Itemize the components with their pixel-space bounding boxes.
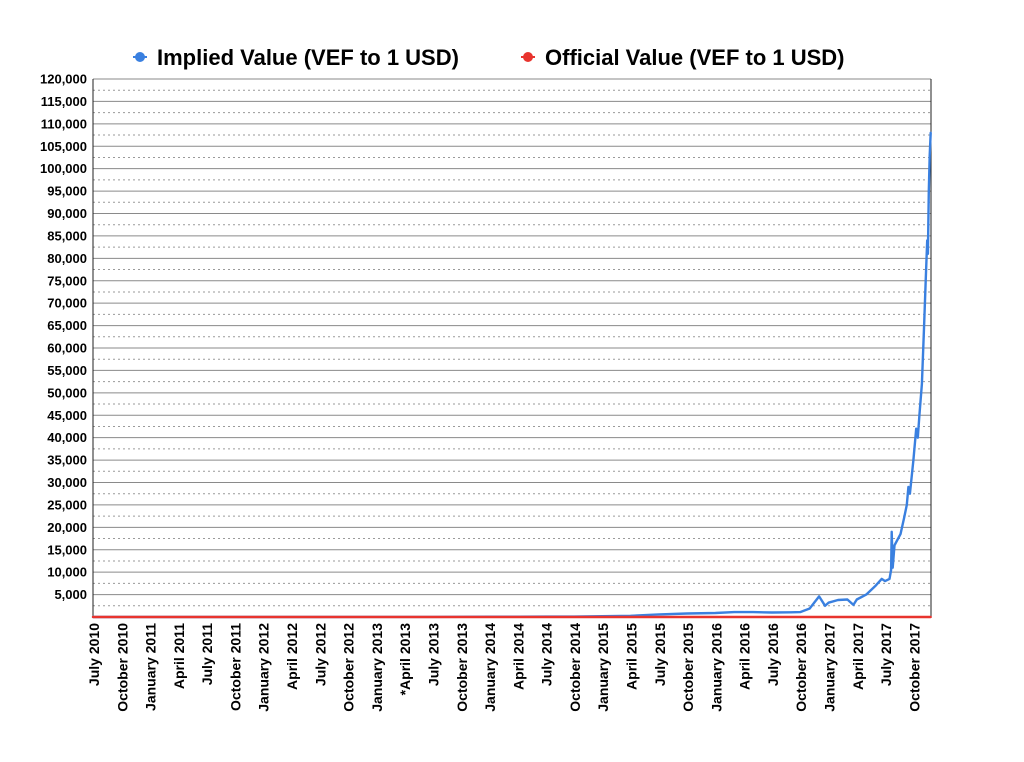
y-tick-label: 70,000 xyxy=(47,296,87,311)
legend-marker xyxy=(523,52,533,62)
y-tick-label: 50,000 xyxy=(47,385,87,400)
x-tick-label: July 2011 xyxy=(199,623,215,685)
y-tick-label: 95,000 xyxy=(47,184,87,199)
x-tick-label: July 2016 xyxy=(765,623,781,686)
x-tick-label: October 2011 xyxy=(227,623,243,711)
y-tick-label: 120,000 xyxy=(40,72,87,87)
series xyxy=(91,131,932,619)
y-tick-label: 75,000 xyxy=(47,273,87,288)
x-tick-label: April 2012 xyxy=(284,623,300,690)
x-tick-label: October 2016 xyxy=(793,623,809,712)
y-tick-label: 25,000 xyxy=(47,497,87,512)
y-tick-label: 20,000 xyxy=(47,520,87,535)
y-tick-label: 110,000 xyxy=(41,116,87,131)
x-tick-label: April 2015 xyxy=(624,623,640,690)
x-tick-label: October 2012 xyxy=(341,623,357,712)
x-tick-label: October 2015 xyxy=(680,623,696,712)
x-tick-label: October 2014 xyxy=(567,623,583,712)
y-tick-label: 65,000 xyxy=(47,318,87,333)
legend-label: Official Value (VEF to 1 USD) xyxy=(545,45,845,70)
legend-marker xyxy=(135,52,145,62)
x-tick-label: July 2010 xyxy=(86,623,102,686)
y-tick-label: 10,000 xyxy=(47,565,87,580)
x-tick-label: April 2016 xyxy=(737,623,753,690)
x-tick-label: July 2014 xyxy=(539,623,555,686)
y-tick-label: 60,000 xyxy=(47,341,87,356)
x-tick-label: January 2015 xyxy=(595,623,611,712)
x-tick-label: October 2017 xyxy=(906,623,922,712)
x-tick-label: July 2017 xyxy=(878,623,894,686)
legend-label: Implied Value (VEF to 1 USD) xyxy=(157,45,459,70)
series-line xyxy=(91,131,932,619)
x-tick-label: April 2017 xyxy=(850,623,866,690)
x-tick-label: October 2013 xyxy=(454,623,470,712)
y-tick-labels: 5,000 10,000 15,000 20,000 25,000 30,000 35,00… xyxy=(40,72,87,603)
y-tick-label: 85,000 xyxy=(47,228,87,243)
y-tick-label: 30,000 xyxy=(47,475,87,490)
x-tick-label: January 2017 xyxy=(822,623,838,712)
x-tick-label: July 2015 xyxy=(652,623,668,686)
y-tick-label: 40,000 xyxy=(47,430,87,445)
x-tick-label: October 2010 xyxy=(114,623,130,712)
y-tick-label: 45,000 xyxy=(47,408,87,423)
y-tick-label: 105,000 xyxy=(40,139,87,154)
x-tick-labels: July 2010 October 2010 January 2011 April 2… xyxy=(86,623,922,712)
x-tick-label: July 2013 xyxy=(425,623,441,686)
grid xyxy=(93,78,931,607)
x-tick-label: January 2014 xyxy=(482,623,498,712)
x-tick-label: *April 2013 xyxy=(397,623,413,696)
legend: Implied Value (VEF to 1 USD) Official Val… xyxy=(133,45,845,70)
y-tick-label: 5,000 xyxy=(54,587,87,602)
x-tick-label: April 2014 xyxy=(510,623,526,690)
y-tick-label: 15,000 xyxy=(47,542,87,557)
y-tick-label: 90,000 xyxy=(47,206,87,221)
x-tick-label: January 2011 xyxy=(143,623,159,711)
x-tick-label: January 2012 xyxy=(256,623,272,712)
x-tick-label: January 2016 xyxy=(708,623,724,712)
x-tick-label: July 2012 xyxy=(312,623,328,686)
y-tick-label: 100,000 xyxy=(40,161,87,176)
y-tick-label: 115,000 xyxy=(41,94,87,109)
y-tick-label: 35,000 xyxy=(47,453,87,468)
x-tick-label: January 2013 xyxy=(369,623,385,712)
y-tick-label: 80,000 xyxy=(47,251,87,266)
y-tick-label: 55,000 xyxy=(47,363,87,378)
x-tick-label: April 2011 xyxy=(171,623,187,689)
